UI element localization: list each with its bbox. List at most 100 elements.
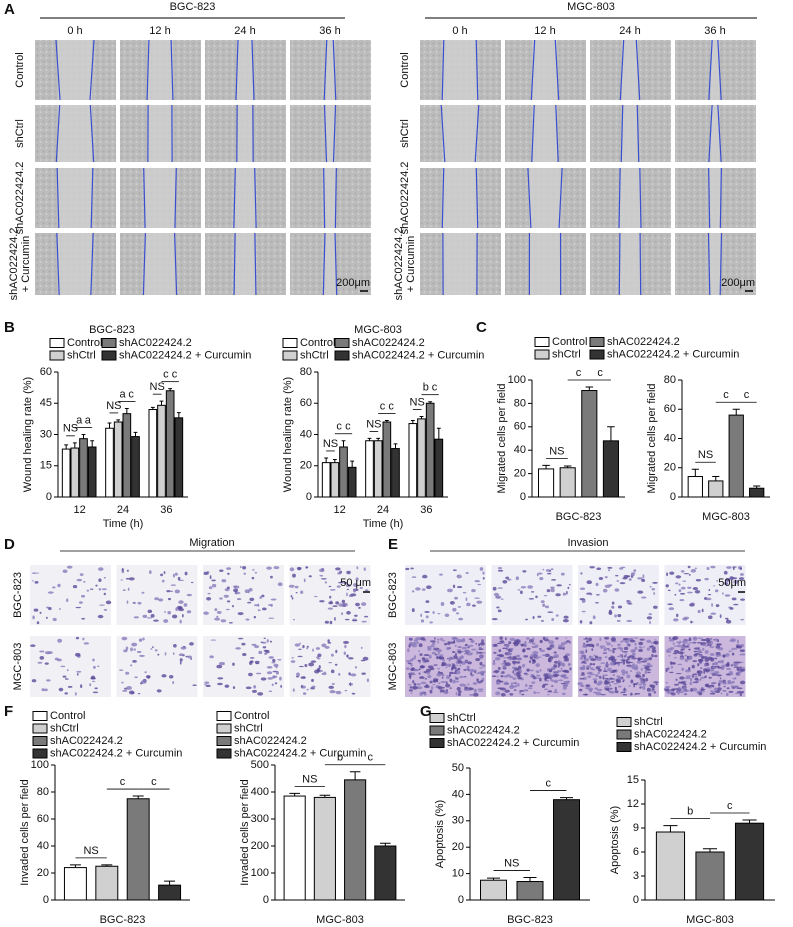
stained-cell (413, 682, 417, 686)
stained-cell (477, 583, 482, 586)
stained-cell (424, 610, 430, 613)
stained-cell (437, 640, 439, 644)
stained-cell (158, 598, 164, 602)
wound-gap (533, 105, 557, 162)
stained-cell (499, 654, 505, 658)
stained-cell (448, 656, 453, 659)
stained-cell (645, 668, 652, 671)
stained-cell (127, 587, 130, 591)
stained-cell (720, 667, 725, 670)
y-tick-label: 20 (664, 462, 676, 474)
y-axis-label: Migrated cells per field (646, 383, 658, 493)
stained-cell (559, 662, 563, 666)
stained-cell (123, 649, 128, 653)
stained-cell (733, 603, 739, 606)
condition-label: shAC022424.2 (393, 228, 405, 301)
stained-cell (739, 680, 746, 685)
stained-cell (723, 686, 726, 688)
stained-cell (433, 677, 437, 680)
wound-edge (323, 39, 328, 101)
stained-cell (453, 655, 457, 659)
stained-cell (449, 678, 453, 683)
stained-cell (121, 681, 124, 684)
stained-cell (426, 585, 432, 590)
stained-cell (640, 680, 645, 684)
scale-bar-label: 200μm (336, 277, 370, 289)
stained-cell (468, 687, 474, 691)
stained-cell (626, 619, 633, 623)
stained-cell (354, 614, 358, 617)
legend-label: Control (552, 336, 587, 348)
y-tick-label: 200 (251, 840, 269, 852)
stained-cell (717, 682, 721, 687)
legend-swatch (216, 711, 232, 721)
stained-cell (493, 592, 500, 597)
stained-cell (498, 649, 502, 653)
stained-cell (217, 677, 224, 680)
stained-cell (580, 572, 583, 575)
stained-cell (603, 670, 608, 673)
stained-cell (522, 648, 526, 653)
stained-cell (496, 642, 502, 645)
stained-cell (362, 656, 369, 661)
stained-cell (83, 581, 86, 583)
stained-cell (478, 646, 482, 649)
stained-cell (507, 578, 512, 581)
bar (687, 476, 703, 498)
stained-cell (216, 664, 223, 669)
stained-cell (262, 646, 267, 649)
stained-cell (497, 567, 503, 570)
legend-label: shCtrl (300, 349, 329, 361)
stained-cell (694, 589, 701, 594)
stained-cell (457, 605, 462, 608)
stained-cell (560, 572, 565, 576)
stained-cell (652, 687, 655, 691)
stained-cell (606, 648, 610, 650)
stained-cell (440, 637, 443, 641)
stained-cell (327, 607, 334, 610)
stained-cell (471, 648, 477, 651)
stained-cell (612, 674, 616, 677)
stained-cell (537, 615, 542, 618)
stained-cell (554, 679, 559, 684)
stained-cell (542, 568, 545, 571)
stained-cell (652, 581, 658, 584)
stained-cell (354, 666, 358, 669)
error-bar (585, 386, 594, 391)
stained-cell (479, 567, 484, 571)
stained-cell (721, 592, 724, 595)
stained-cell (356, 566, 359, 570)
stained-cell (689, 603, 695, 607)
stained-cell (321, 672, 327, 676)
stained-cell (640, 667, 643, 672)
stained-cell (578, 688, 583, 692)
stained-cell (409, 686, 413, 689)
stained-cell (232, 662, 235, 666)
wound-gap (58, 40, 92, 100)
stained-cell (137, 692, 141, 695)
stained-cell (239, 566, 242, 568)
stained-cell (539, 639, 543, 644)
wound-edge (619, 39, 625, 101)
stained-cell (628, 578, 632, 581)
stained-cell (682, 642, 689, 644)
stained-cell (619, 582, 626, 585)
stained-cell (299, 665, 304, 668)
stained-cell (411, 643, 418, 648)
wound-edge (56, 232, 60, 296)
stained-cell (423, 692, 427, 696)
stained-cell (308, 575, 312, 578)
stained-cell (715, 638, 718, 641)
stained-cell (619, 654, 622, 656)
stained-cell (80, 594, 86, 598)
stained-cell (679, 640, 682, 644)
stained-cell (605, 640, 608, 643)
stained-cell (510, 682, 513, 686)
stained-cell (351, 619, 358, 622)
stained-cell (39, 655, 45, 660)
wound-edge (146, 39, 150, 101)
stained-cell (414, 655, 417, 659)
section-title: Migration (189, 537, 234, 549)
stained-cell (694, 652, 701, 655)
